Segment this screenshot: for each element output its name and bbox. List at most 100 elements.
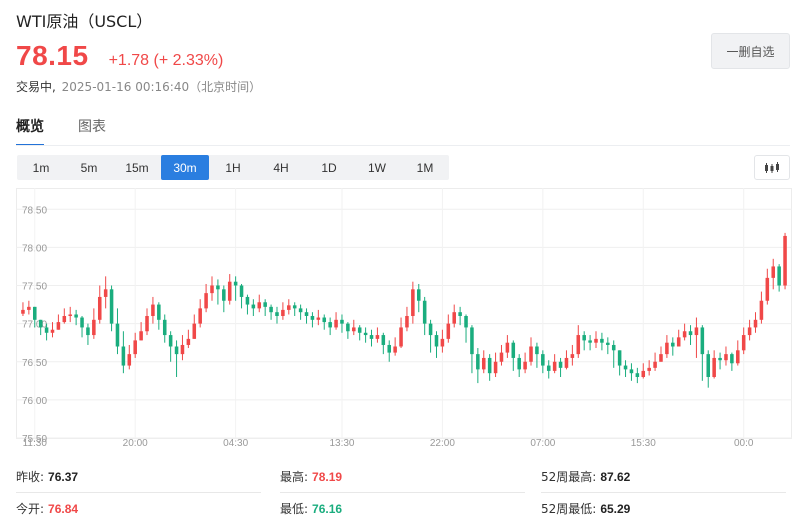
candle-body [316,317,321,320]
candle-body [393,346,397,353]
candle-body [103,289,108,297]
candle-body [180,344,185,355]
interval-1mo[interactable]: 1M [416,160,434,175]
status-timestamp: 2025-01-16 00:16:40（北京时间） [61,80,262,94]
price-change: +1.78 (+ 2.33%) [108,52,224,69]
candle-body [21,309,25,314]
candle-body [464,316,468,328]
candle-body [227,281,232,301]
candle-body [635,373,640,377]
candle-body [151,304,155,316]
candle-body [405,316,409,328]
candlestick-chart: 78.5078.0077.5077.0076.5076.0075.5011:30… [16,188,792,449]
candlestick-icon [765,161,779,173]
candle-body [32,306,37,320]
candle-body [263,302,267,307]
stat-high: 最高: 78.19 [280,468,525,493]
candle-body [564,357,569,368]
interval-1w[interactable]: 1W [368,160,386,175]
candle-body [487,357,492,374]
interval-4h[interactable]: 4H [273,160,289,175]
candle-body [363,332,368,336]
stat-low: 最低: 76.16 [280,502,343,516]
candle-body [204,293,208,309]
candle-body [671,342,675,347]
candle-body [422,300,427,324]
candle-body [641,370,646,377]
candle-body [558,361,563,368]
trading-status: 交易中, 2025-01-16 00:16:40（北京时间） [16,78,261,95]
candle-body [399,327,403,347]
candle-body [133,340,137,355]
price-row: 78.15 +1.78 (+ 2.33%) [16,40,223,72]
candle-body [771,266,776,278]
interval-1h[interactable]: 1H [225,160,241,175]
candle-body [535,346,539,355]
candle-body [440,338,445,347]
candle-body [611,344,616,351]
candle-body [546,365,551,371]
candle-body [62,316,67,323]
chart-type-button[interactable] [754,155,790,180]
interval-15m[interactable]: 15m [125,160,149,175]
candle-body [387,344,392,353]
tab-overview[interactable]: 概览 [16,116,44,146]
candle-body [700,327,705,355]
candle-body [476,354,480,370]
candle-body [357,327,362,333]
interval-5m[interactable]: 5m [80,160,98,175]
candle-body [688,331,693,336]
last-price: 78.15 [16,40,89,71]
candle-body [216,285,220,290]
candle-body [157,304,161,320]
candle-body [588,340,592,343]
candle-body [346,323,350,332]
x-tick-label: 00:0 [734,438,754,449]
plot-border [16,188,792,439]
x-tick-label: 22:00 [430,438,455,449]
stat-52w-low: 52周最低: 65.29 [541,502,631,516]
interval-1m[interactable]: 1m [32,160,50,175]
candle-body [115,323,120,347]
stat-prev-close: 昨收: 76.37 [16,468,261,493]
remove-watchlist-button[interactable]: 一删自选 [711,33,790,69]
candle-body [741,335,746,351]
candle-body [411,289,415,316]
interval-30m[interactable]: 30m [161,155,209,180]
candle-body [186,338,191,345]
candle-body [287,305,291,310]
tab-chart[interactable]: 图表 [78,119,106,135]
candle-body [428,323,433,336]
candle-body [86,327,90,336]
candle-body [275,312,279,316]
candle-body [523,361,527,370]
candle-body [139,331,143,341]
candle-body [505,342,510,353]
candle-body [446,323,451,339]
candle-body [511,342,516,358]
candle-body [121,346,126,366]
x-tick-label: 11:30 [23,438,48,449]
candle-body [718,357,722,361]
candle-body [570,354,575,358]
candle-body [369,335,374,339]
candle-body [783,235,787,286]
view-tabs: 概览 图表 [16,116,140,146]
candle-body [765,277,770,301]
candle-body [269,306,273,313]
candle-body [481,357,486,370]
candle-body [694,327,699,336]
instrument-title: WTI原油（USCL） [16,12,153,31]
candle-body [552,361,557,371]
tabs-divider [16,145,790,146]
candle-body [50,329,55,333]
interval-1d[interactable]: 1D [321,160,337,175]
x-tick-label: 04:30 [223,438,248,449]
candle-body [168,335,173,347]
candle-body [434,335,439,347]
stat-open: 今开: 76.84 [16,502,79,516]
candle-body [653,361,657,368]
candle-body [162,319,167,336]
candle-body [298,308,303,313]
candle-body [109,289,114,324]
